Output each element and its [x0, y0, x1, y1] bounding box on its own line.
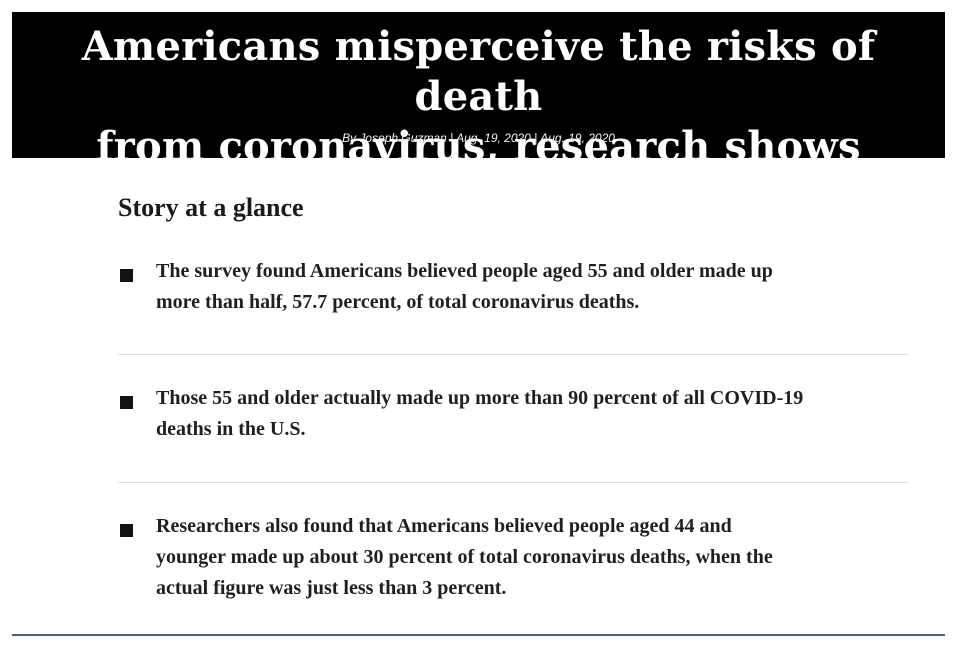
headline: Americans misperceive the risks of death… — [12, 12, 945, 172]
bullet-text-line: deaths in the U.S. — [156, 418, 306, 440]
square-bullet-icon — [120, 269, 133, 282]
bullet-text-line: actual figure was just less than 3 perce… — [156, 577, 507, 599]
glance-bullet-list: The survey found Americans believed peop… — [118, 256, 908, 604]
byline: By Joseph Guzman | Aug. 19, 2020 | Aug. … — [342, 131, 615, 145]
glance-title: Story at a glance — [118, 193, 304, 222]
glance-bullet: The survey found Americans believed peop… — [118, 256, 908, 355]
headline-line-1: Americans misperceive the risks of death — [81, 23, 876, 120]
article-header: Americans misperceive the risks of death… — [12, 12, 945, 170]
bullet-text-line: more than half, 57.7 percent, of total c… — [156, 291, 640, 313]
glance-bullet: Those 55 and older actually made up more… — [118, 383, 908, 483]
bottom-divider — [12, 634, 945, 636]
bullet-text-line: Those 55 and older actually made up more… — [156, 387, 804, 409]
bullet-text-line: younger made up about 30 percent of tota… — [156, 546, 773, 568]
headline-line-2: from coronavirus, research shows — [96, 123, 861, 170]
bullet-text-line: Researchers also found that Americans be… — [156, 515, 732, 537]
story-at-a-glance: Story at a glance The survey found Ameri… — [118, 190, 908, 599]
square-bullet-icon — [120, 524, 133, 537]
glance-bullet: Researchers also found that Americans be… — [118, 511, 908, 604]
square-bullet-icon — [120, 396, 133, 409]
bullet-text-line: The survey found Americans believed peop… — [156, 260, 773, 282]
